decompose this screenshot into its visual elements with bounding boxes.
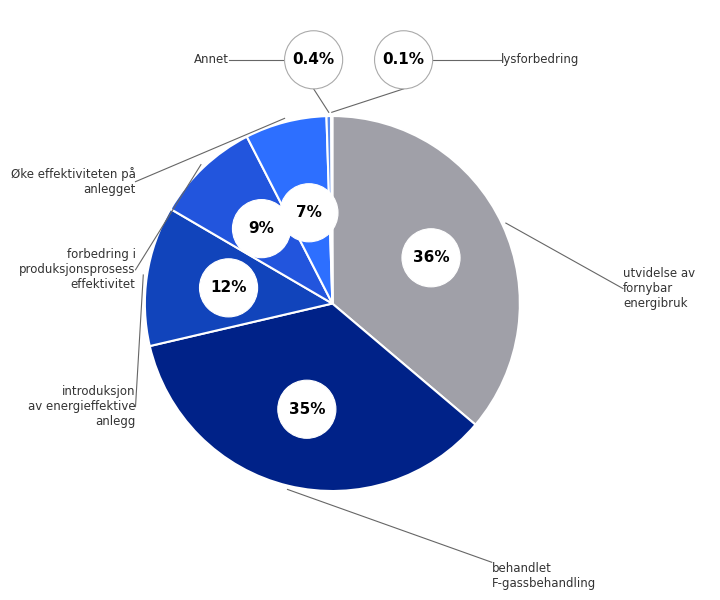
Circle shape bbox=[284, 31, 343, 89]
Wedge shape bbox=[247, 116, 333, 304]
Text: 0.4%: 0.4% bbox=[292, 52, 335, 67]
Circle shape bbox=[233, 200, 291, 257]
Wedge shape bbox=[326, 116, 333, 304]
Text: 0.1%: 0.1% bbox=[382, 52, 425, 67]
Text: Annet: Annet bbox=[194, 53, 229, 67]
Text: lysforbedring: lysforbedring bbox=[501, 53, 580, 67]
Text: 35%: 35% bbox=[289, 402, 325, 417]
Wedge shape bbox=[150, 304, 475, 491]
Text: Øke effektiviteten på
anlegget: Øke effektiviteten på anlegget bbox=[11, 167, 135, 196]
Wedge shape bbox=[145, 209, 333, 346]
Wedge shape bbox=[331, 116, 333, 304]
Text: 9%: 9% bbox=[248, 221, 274, 236]
Text: behandlet
F-gassbehandling: behandlet F-gassbehandling bbox=[492, 562, 596, 590]
Circle shape bbox=[402, 229, 460, 287]
Text: introduksjon
av energieffektive
anlegg: introduksjon av energieffektive anlegg bbox=[28, 385, 135, 428]
Circle shape bbox=[280, 184, 338, 242]
Circle shape bbox=[374, 31, 433, 89]
Text: 7%: 7% bbox=[296, 205, 322, 220]
Text: forbedring i
produksjonsprosess
effektivitet: forbedring i produksjonsprosess effektiv… bbox=[19, 248, 135, 291]
Text: 12%: 12% bbox=[210, 280, 247, 295]
Text: 36%: 36% bbox=[413, 250, 449, 265]
Circle shape bbox=[199, 259, 258, 317]
Wedge shape bbox=[333, 116, 520, 425]
Text: utvidelse av
fornybar
energibruk: utvidelse av fornybar energibruk bbox=[623, 267, 695, 310]
Wedge shape bbox=[171, 137, 333, 304]
Circle shape bbox=[278, 380, 336, 438]
